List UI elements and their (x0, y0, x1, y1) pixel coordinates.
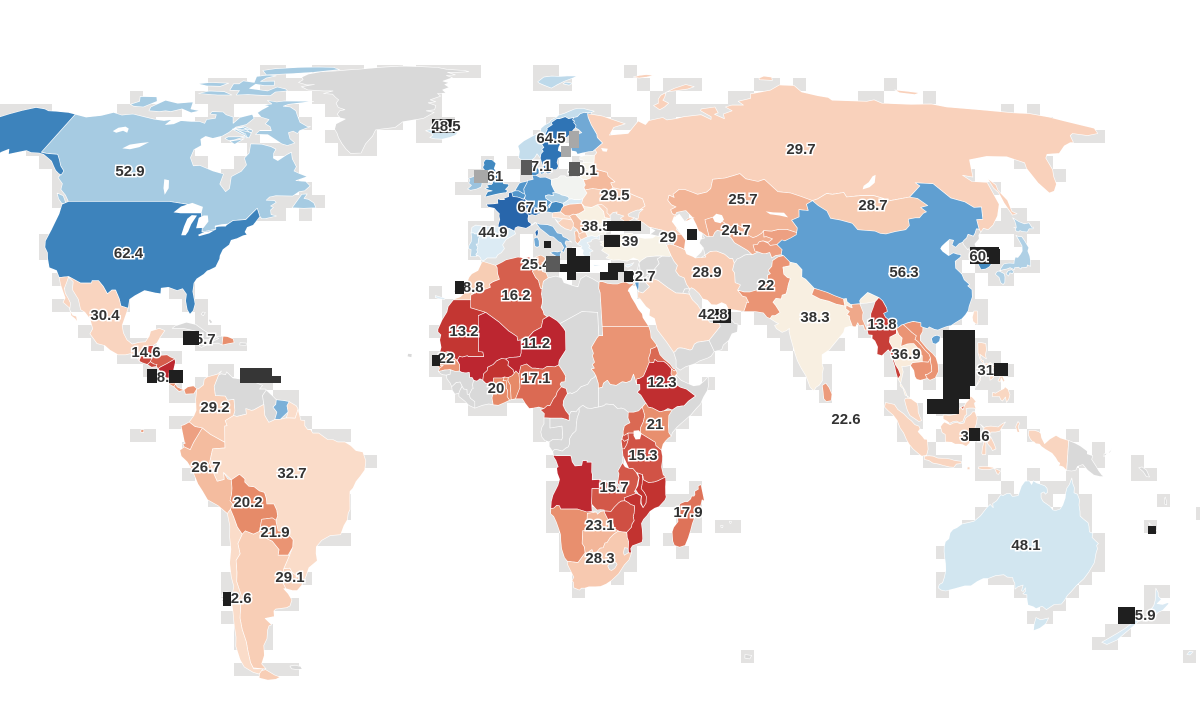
svg-text:22: 22 (758, 277, 775, 294)
svg-text:26.7: 26.7 (191, 459, 220, 476)
svg-text:29.2: 29.2 (200, 399, 229, 416)
svg-text:20: 20 (488, 380, 505, 397)
svg-text:67.5: 67.5 (517, 199, 546, 216)
svg-text:64.5: 64.5 (536, 130, 565, 147)
svg-text:42.8: 42.8 (698, 306, 727, 323)
svg-text:62.4: 62.4 (114, 245, 144, 262)
svg-text:24.7: 24.7 (721, 222, 750, 239)
svg-text:15.3: 15.3 (628, 447, 657, 464)
svg-text:48.5: 48.5 (431, 118, 460, 135)
svg-text:25.4: 25.4 (521, 256, 551, 273)
svg-text:28.7: 28.7 (858, 197, 887, 214)
svg-text:23.1: 23.1 (585, 517, 614, 534)
svg-text:21.9: 21.9 (260, 524, 289, 541)
svg-text:14.6: 14.6 (131, 344, 160, 361)
svg-text:21: 21 (647, 416, 664, 433)
svg-text:28.3: 28.3 (585, 550, 614, 567)
svg-text:38.5: 38.5 (581, 218, 610, 235)
svg-text:17.9: 17.9 (673, 504, 702, 521)
svg-text:32.7: 32.7 (277, 465, 306, 482)
svg-text:29.5: 29.5 (600, 187, 629, 204)
svg-text:20.2: 20.2 (233, 494, 262, 511)
svg-text:29.1: 29.1 (275, 569, 304, 586)
svg-text:12.3: 12.3 (647, 374, 676, 391)
svg-text:22: 22 (438, 350, 455, 367)
svg-text:38.3: 38.3 (800, 309, 829, 326)
svg-text:28.9: 28.9 (692, 264, 721, 281)
svg-text:61: 61 (487, 168, 504, 185)
svg-text:29.7: 29.7 (786, 141, 815, 158)
svg-text:29: 29 (660, 229, 677, 246)
svg-text:16.2: 16.2 (501, 287, 530, 304)
svg-text:17.1: 17.1 (521, 370, 550, 387)
svg-text:13.2: 13.2 (449, 323, 478, 340)
svg-text:56.3: 56.3 (889, 264, 918, 281)
svg-text:44.9: 44.9 (478, 224, 507, 241)
svg-text:30.4: 30.4 (90, 307, 120, 324)
svg-text:15.7: 15.7 (599, 479, 628, 496)
svg-text:39: 39 (622, 233, 639, 250)
svg-text:11.2: 11.2 (522, 335, 550, 352)
svg-text:36.9: 36.9 (891, 346, 920, 363)
svg-text:13.8: 13.8 (867, 316, 896, 333)
svg-text:25.7: 25.7 (728, 191, 757, 208)
svg-text:22.6: 22.6 (831, 411, 860, 428)
svg-text:52.9: 52.9 (115, 163, 144, 180)
svg-text:48.1: 48.1 (1011, 537, 1040, 554)
